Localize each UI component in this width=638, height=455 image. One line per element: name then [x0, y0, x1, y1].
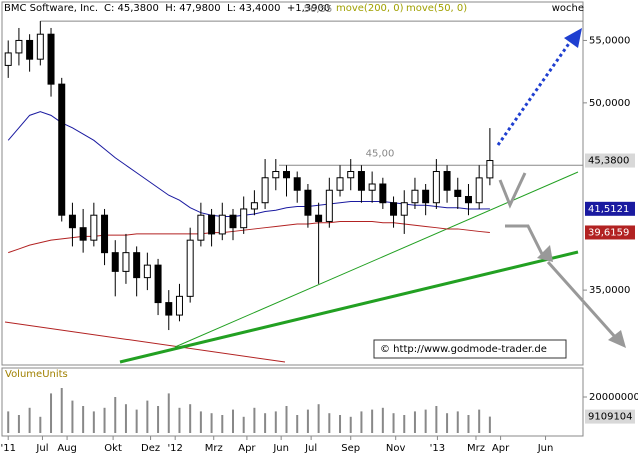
- candle-body: [411, 189, 419, 204]
- legend-entry: move(200, 0): [336, 3, 404, 14]
- candle-body: [58, 83, 66, 216]
- candle-body: [400, 202, 408, 216]
- value-box-label: 41,5121: [588, 204, 629, 215]
- candle-body: [111, 252, 119, 272]
- volume-title: VolumeUnits: [5, 369, 68, 380]
- candle-body: [143, 264, 151, 279]
- candle-body: [165, 302, 173, 316]
- candle-body: [464, 195, 472, 204]
- y-tick-label: 55,0000: [589, 35, 630, 46]
- candle-body: [218, 214, 226, 235]
- candle-body: [133, 252, 141, 279]
- candle-body: [325, 189, 333, 222]
- candle-body: [250, 202, 258, 210]
- arrowhead: [537, 245, 553, 262]
- x-tick-label: '11: [0, 443, 15, 454]
- candle-body: [47, 33, 55, 85]
- arrow: [546, 260, 618, 340]
- candle-body: [208, 214, 216, 235]
- arrow: [496, 41, 572, 146]
- x-tick-label: Dez: [141, 443, 160, 454]
- arrowhead: [608, 330, 626, 348]
- candle-body: [357, 171, 365, 191]
- level-label: 56,55: [304, 4, 333, 15]
- candle-body: [272, 171, 280, 179]
- value-box: [585, 409, 635, 424]
- candle-body: [347, 171, 355, 179]
- candle-body: [122, 252, 130, 272]
- arrow: [505, 224, 545, 257]
- candle-body: [422, 189, 430, 204]
- trendline: [4, 321, 286, 363]
- candle-body: [186, 239, 194, 297]
- copyright-box: [373, 339, 567, 359]
- candle-body: [101, 214, 109, 254]
- candle-body: [432, 171, 440, 204]
- candle-body: [90, 214, 98, 241]
- x-tick-label: '13: [430, 443, 445, 454]
- candle-body: [79, 227, 87, 241]
- candle-body: [486, 160, 494, 179]
- candle-body: [175, 295, 183, 316]
- candle-body: [368, 183, 376, 191]
- candle-body: [454, 189, 462, 197]
- candle-body: [68, 214, 76, 229]
- x-tick-label: '12: [167, 443, 182, 454]
- copyright: © http://www.godmode-trader.de: [380, 344, 547, 355]
- value-box-label: 9109104: [588, 412, 633, 423]
- candle-body: [475, 177, 483, 204]
- quote: C: 45,3800 H: 47,9800 L: 43,4000 +1,3900: [104, 3, 330, 14]
- x-tick-label: Aug: [57, 443, 77, 454]
- trendline: [119, 250, 579, 364]
- x-tick-label: Jun: [537, 443, 554, 454]
- candle-body: [154, 264, 162, 304]
- candle-body: [261, 177, 269, 204]
- x-tick-label: Mrz: [205, 443, 223, 454]
- candle-body: [15, 39, 23, 54]
- candle-body: [229, 214, 237, 229]
- x-tick-label: Apr: [238, 443, 256, 454]
- y-tick-label: 50,0000: [589, 98, 630, 109]
- y-tick-label: 35,0000: [589, 285, 630, 296]
- candle-body: [443, 171, 451, 191]
- volume-frame: [1, 367, 584, 437]
- y-tick-label: 20000000: [589, 392, 638, 403]
- value-box-label: 39,6159: [588, 227, 629, 238]
- arrowhead: [564, 28, 582, 48]
- x-tick-label: Jun: [272, 443, 289, 454]
- period: woche: [552, 3, 584, 14]
- price-frame: [1, 1, 584, 366]
- legend-entry: move(50, 0): [406, 3, 467, 14]
- candle-body: [197, 214, 205, 241]
- candle-body: [283, 171, 291, 179]
- x-tick-label: Okt: [104, 443, 122, 454]
- value-box: [585, 225, 635, 240]
- candle-body: [315, 214, 323, 222]
- x-tick-label: Mrz: [467, 443, 485, 454]
- x-tick-label: Apr: [492, 443, 510, 454]
- value-box: [585, 201, 635, 216]
- arrow: [498, 172, 527, 209]
- candle-body: [240, 208, 248, 229]
- candle-body: [304, 189, 312, 216]
- candle-body: [4, 52, 12, 66]
- candle-body: [26, 39, 34, 60]
- value-box: [585, 153, 635, 168]
- candle-body: [36, 33, 44, 60]
- chart-title: BMC Software, Inc.: [4, 3, 98, 14]
- candle-body: [293, 177, 301, 191]
- x-tick-label: Nov: [386, 443, 406, 454]
- moving-average: [7, 111, 490, 217]
- x-tick-label: Jul: [304, 443, 317, 454]
- x-tick-label: Jul: [35, 443, 48, 454]
- candle-body: [390, 202, 398, 216]
- moving-average: [8, 220, 490, 254]
- candle-body: [336, 177, 344, 191]
- candle-body: [379, 183, 387, 204]
- x-tick-label: Sep: [341, 443, 360, 454]
- level-label: 45,00: [366, 148, 395, 159]
- value-box-label: 45,3800: [588, 156, 629, 167]
